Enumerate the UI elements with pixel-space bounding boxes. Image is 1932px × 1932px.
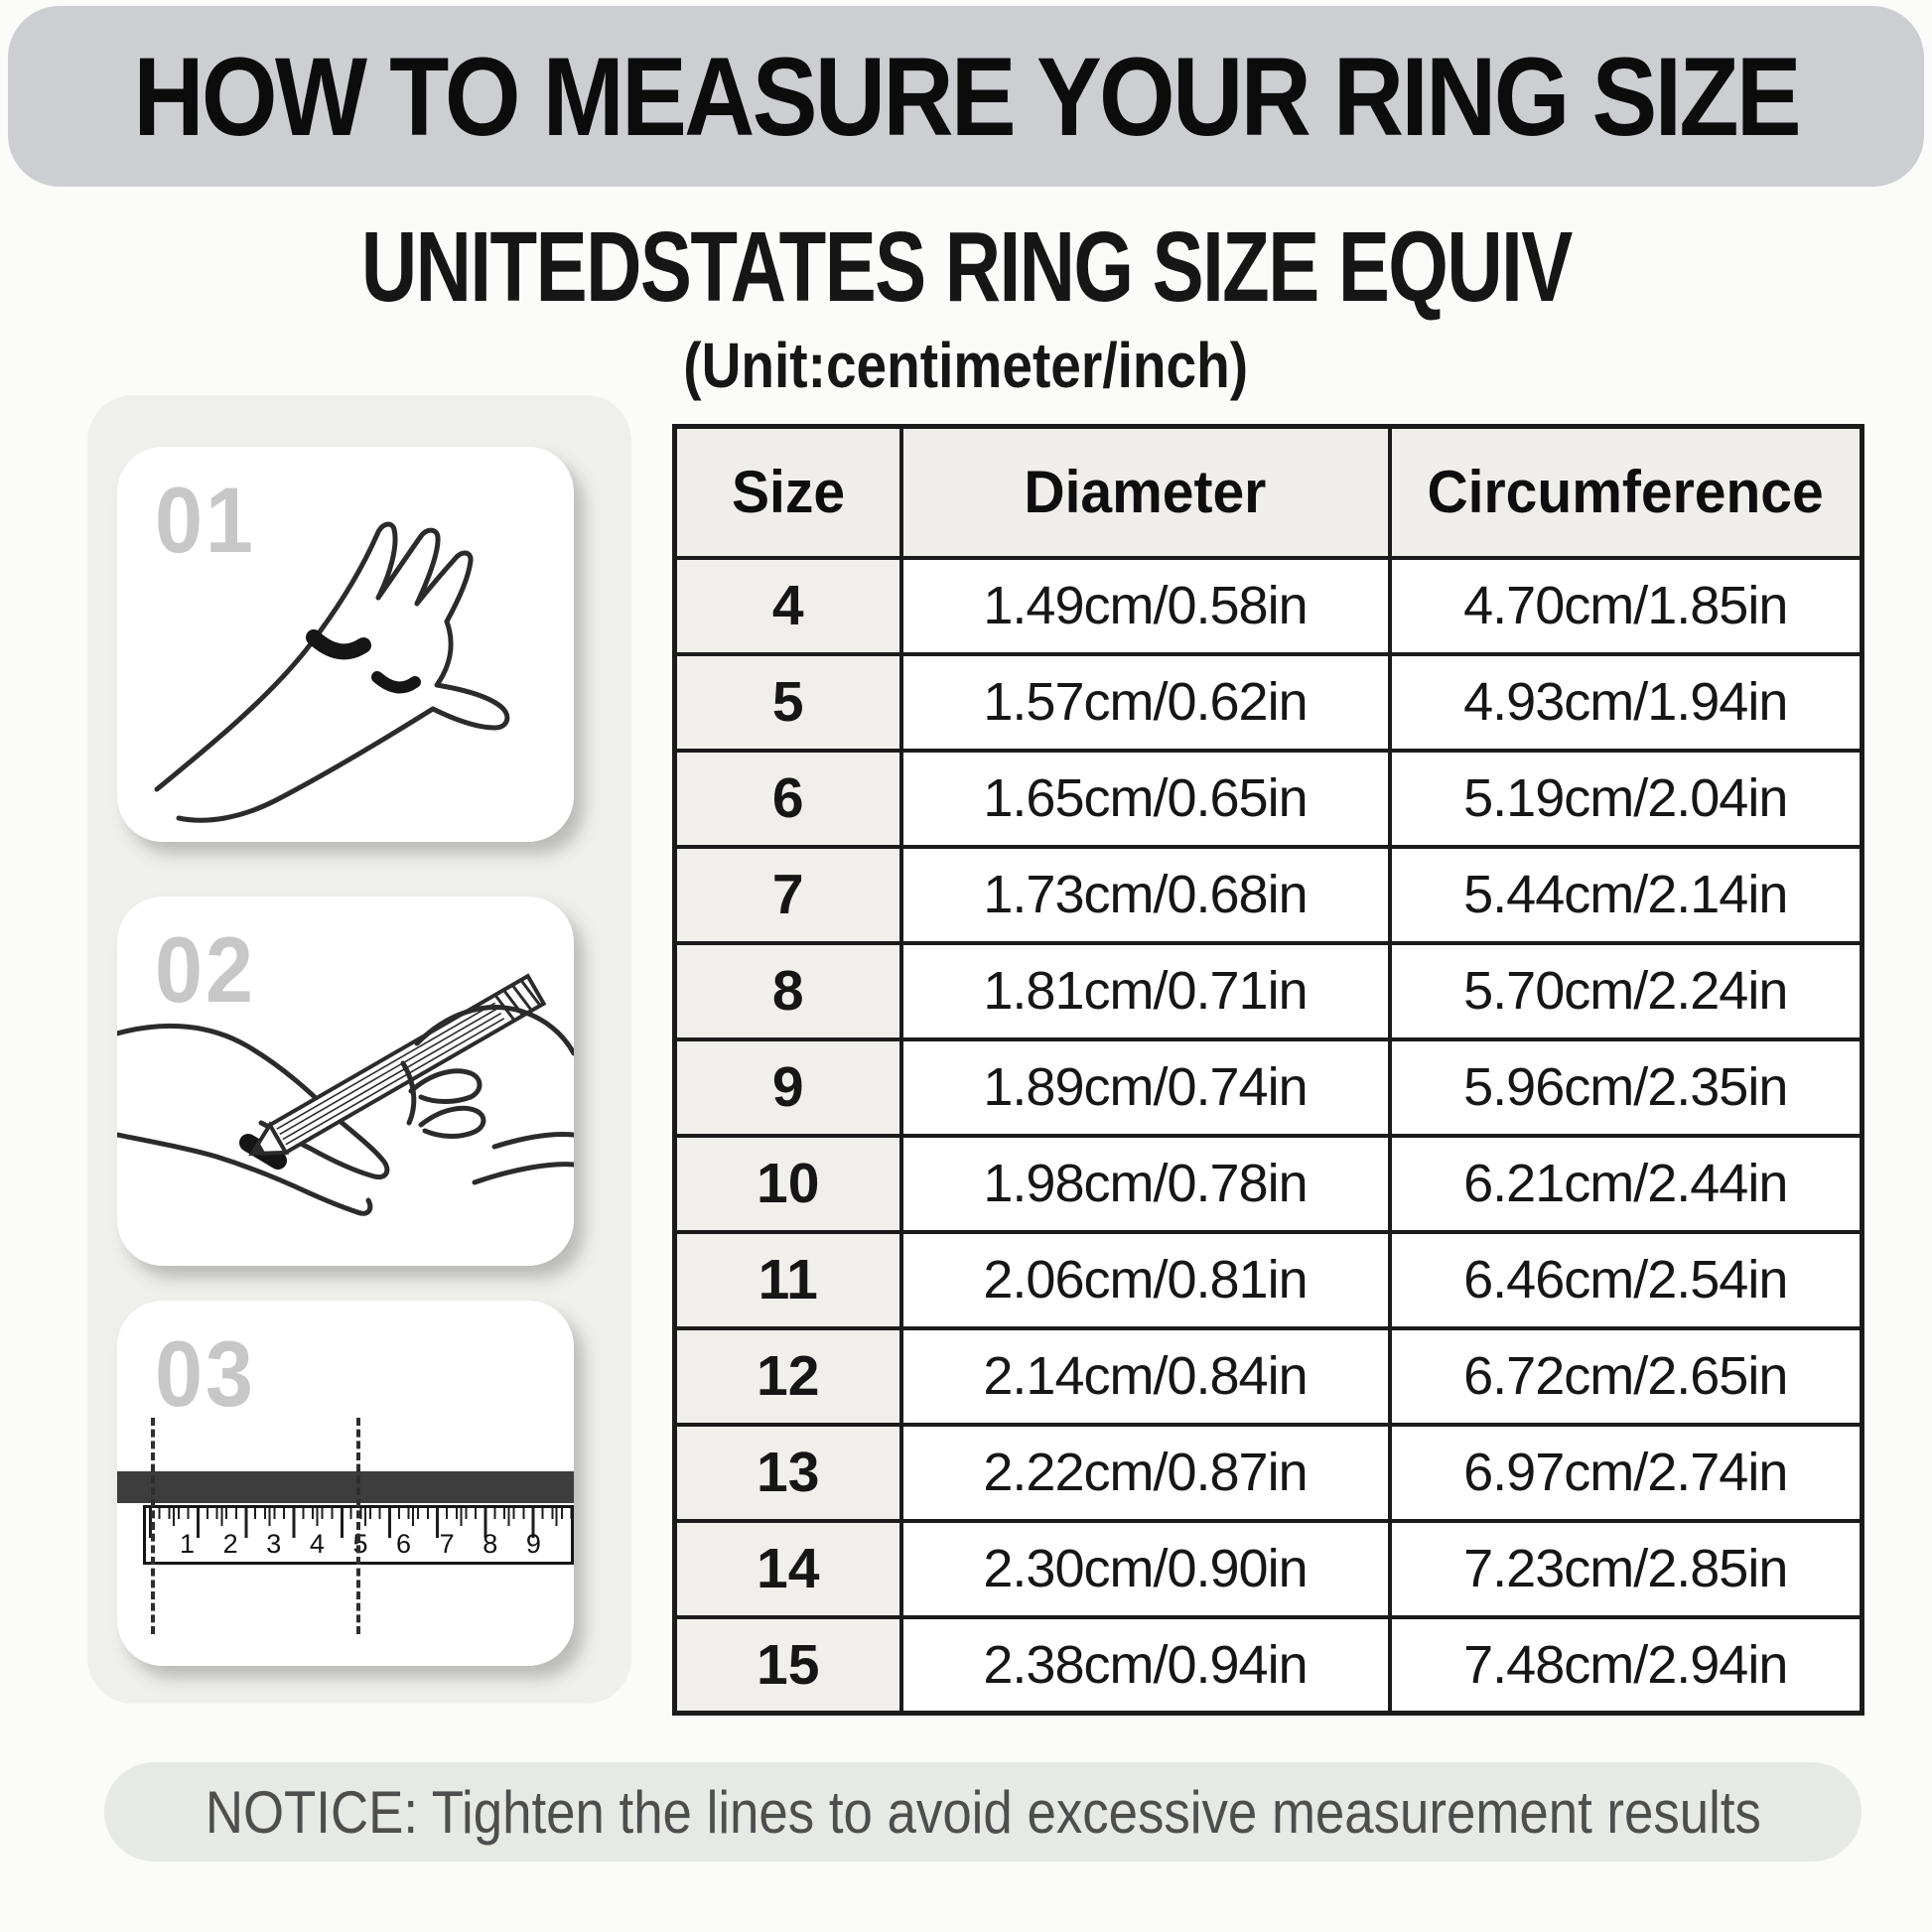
value-cell: 5.19cm/2.04in	[1387, 748, 1864, 849]
value-cell: 4.70cm/1.85in	[1387, 555, 1864, 656]
table-header-diameter: Diameter	[898, 424, 1392, 560]
table-row: 11 2.06cm/0.81in 6.46cm/2.54in	[672, 1229, 1864, 1330]
table-row: 14 2.30cm/0.90in 7.23cm/2.85in	[672, 1518, 1864, 1619]
subtitle-line1: UNITEDSTATES RING SIZE EQUIV	[360, 211, 1573, 323]
table-row: 7 1.73cm/0.68in 5.44cm/2.14in	[672, 844, 1864, 945]
table-header-circumference: Circumference	[1387, 424, 1864, 560]
ring-size-table: Size Diameter Circumference 4 1.49cm/0.58…	[672, 424, 1864, 1716]
subtitle-line2: (Unit:centimeter/inch)	[683, 330, 1249, 401]
value-cell: 2.30cm/0.90in	[898, 1518, 1392, 1619]
size-cell: 15	[672, 1614, 903, 1716]
ruler-number: 3	[266, 1529, 282, 1559]
size-cell: 11	[672, 1229, 903, 1330]
ruler-number: 8	[483, 1529, 498, 1559]
size-cell: 13	[672, 1422, 903, 1523]
table-row: 6 1.65cm/0.65in 5.19cm/2.04in	[672, 748, 1864, 849]
table-row: 13 2.22cm/0.87in 6.97cm/2.74in	[672, 1422, 1864, 1523]
hand-string-illustration	[154, 521, 510, 823]
measure-dashed-line-end	[356, 1418, 360, 1634]
step-number-label: 03	[155, 1321, 256, 1426]
table-header-row: Size Diameter Circumference	[672, 424, 1864, 560]
value-cell: 5.96cm/2.35in	[1387, 1036, 1864, 1138]
subtitle-block: UNITEDSTATES RING SIZE EQUIV (Unit:centi…	[0, 210, 1932, 402]
notice-banner: NOTICE: Tighten the lines to avoid exces…	[104, 1762, 1862, 1862]
step-number-label: 02	[155, 917, 256, 1022]
string-bar	[117, 1471, 574, 1503]
ruler-number: 7	[439, 1529, 455, 1559]
measure-dashed-line-start	[151, 1418, 155, 1634]
notice-text: NOTICE: Tighten the lines to avoid exces…	[205, 1778, 1761, 1846]
value-cell: 1.49cm/0.58in	[898, 555, 1392, 656]
ruler-number: 1	[180, 1529, 196, 1559]
size-cell: 6	[672, 748, 903, 849]
value-cell: 2.14cm/0.84in	[898, 1325, 1392, 1427]
value-cell: 7.48cm/2.94in	[1387, 1614, 1864, 1716]
size-cell: 12	[672, 1325, 903, 1427]
table-row: 8 1.81cm/0.71in 5.70cm/2.24in	[672, 940, 1864, 1041]
table-row: 5 1.57cm/0.62in 4.93cm/1.94in	[672, 651, 1864, 753]
table-row: 12 2.14cm/0.84in 6.72cm/2.65in	[672, 1325, 1864, 1427]
value-cell: 4.93cm/1.94in	[1387, 651, 1864, 753]
value-cell: 1.73cm/0.68in	[898, 844, 1392, 945]
value-cell: 5.44cm/2.14in	[1387, 844, 1864, 945]
value-cell: 1.81cm/0.71in	[898, 940, 1392, 1041]
ruler-number: 9	[525, 1529, 541, 1559]
size-cell: 4	[672, 555, 903, 656]
value-cell: 1.65cm/0.65in	[898, 748, 1392, 849]
value-cell: 1.98cm/0.78in	[898, 1133, 1392, 1234]
size-cell: 8	[672, 940, 903, 1041]
ruler-number: 2	[222, 1529, 238, 1559]
table-row: 4 1.49cm/0.58in 4.70cm/1.85in	[672, 555, 1864, 656]
table-row: 15 2.38cm/0.94in 7.48cm/2.94in	[672, 1614, 1864, 1716]
table-row: 9 1.89cm/0.74in 5.96cm/2.35in	[672, 1036, 1864, 1138]
step-card-02: 02	[117, 897, 574, 1266]
value-cell: 2.06cm/0.81in	[898, 1229, 1392, 1330]
value-cell: 2.22cm/0.87in	[898, 1422, 1392, 1523]
ruler-number: 4	[309, 1529, 325, 1559]
size-cell: 5	[672, 651, 903, 753]
size-table-body: 4 1.49cm/0.58in 4.70cm/1.85in 5 1.57cm/0.62i…	[672, 555, 1864, 1716]
size-cell: 14	[672, 1518, 903, 1619]
page-title: HOW TO MEASURE YOUR RING SIZE	[133, 34, 1801, 159]
value-cell: 1.89cm/0.74in	[898, 1036, 1392, 1138]
title-banner: HOW TO MEASURE YOUR RING SIZE	[8, 6, 1924, 187]
hand-marking-illustration	[117, 973, 574, 1216]
size-cell: 7	[672, 844, 903, 945]
table-header-size: Size	[672, 424, 903, 560]
value-cell: 7.23cm/2.85in	[1387, 1518, 1864, 1619]
value-cell: 6.21cm/2.44in	[1387, 1133, 1864, 1234]
steps-panel: 01 02	[87, 395, 631, 1704]
value-cell: 6.72cm/2.65in	[1387, 1325, 1864, 1427]
table-row: 10 1.98cm/0.78in 6.21cm/2.44in	[672, 1133, 1864, 1234]
size-cell: 10	[672, 1133, 903, 1234]
value-cell: 1.57cm/0.62in	[898, 651, 1392, 753]
value-cell: 6.46cm/2.54in	[1387, 1229, 1864, 1330]
step-card-01: 01	[117, 447, 574, 842]
value-cell: 2.38cm/0.94in	[898, 1614, 1392, 1716]
ruler-number: 6	[396, 1529, 412, 1559]
value-cell: 6.97cm/2.74in	[1387, 1422, 1864, 1523]
step-number-label: 01	[155, 468, 256, 572]
size-cell: 9	[672, 1036, 903, 1138]
value-cell: 5.70cm/2.24in	[1387, 940, 1864, 1041]
